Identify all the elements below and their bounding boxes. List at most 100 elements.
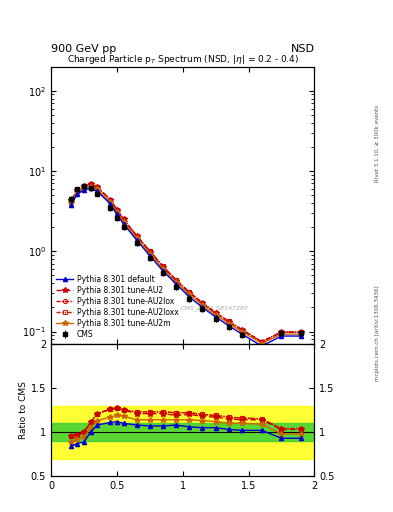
Line: Pythia 8.301 tune-AU2: Pythia 8.301 tune-AU2 [68,182,304,345]
Pythia 8.301 tune-AU2loxx [121,216,126,222]
Pythia 8.301 default [200,304,205,310]
Line: Pythia 8.301 tune-AU2m: Pythia 8.301 tune-AU2m [68,184,304,346]
Pythia 8.301 tune-AU2lox [121,216,126,222]
Pythia 8.301 default [279,333,284,339]
Pythia 8.301 tune-AU2m [299,331,304,337]
Legend: Pythia 8.301 default, Pythia 8.301 tune-AU2, Pythia 8.301 tune-AU2lox, Pythia 8.: Pythia 8.301 default, Pythia 8.301 tune-… [55,273,180,340]
Pythia 8.301 default [147,253,152,259]
Pythia 8.301 tune-AU2lox [95,184,99,190]
Pythia 8.301 default [121,221,126,227]
Pythia 8.301 tune-AU2 [161,264,165,270]
Text: mcplots.cern.ch [arXiv:1306.3436]: mcplots.cern.ch [arXiv:1306.3436] [375,285,380,380]
Pythia 8.301 tune-AU2lox [299,329,304,335]
Pythia 8.301 tune-AU2lox [174,277,178,283]
Pythia 8.301 tune-AU2lox [187,289,192,295]
Pythia 8.301 default [259,343,264,349]
Pythia 8.301 tune-AU2lox [68,197,73,203]
Pythia 8.301 default [161,268,165,274]
Text: CMS_2010_S8547297: CMS_2010_S8547297 [180,305,248,311]
Pythia 8.301 tune-AU2lox [200,300,205,306]
Pythia 8.301 tune-AU2 [108,197,113,203]
Pythia 8.301 tune-AU2m [95,186,99,193]
Pythia 8.301 tune-AU2loxx [75,187,80,193]
Pythia 8.301 tune-AU2m [68,200,73,206]
Pythia 8.301 tune-AU2m [108,199,113,205]
Pythia 8.301 tune-AU2 [279,329,284,335]
Pythia 8.301 tune-AU2loxx [187,289,192,295]
Pythia 8.301 tune-AU2loxx [299,329,304,335]
Pythia 8.301 tune-AU2m [240,329,244,335]
Pythia 8.301 tune-AU2m [88,183,93,189]
Pythia 8.301 default [88,185,93,191]
Pythia 8.301 tune-AU2 [299,329,304,335]
Pythia 8.301 tune-AU2m [226,321,231,327]
Pythia 8.301 tune-AU2m [213,312,218,318]
Pythia 8.301 tune-AU2m [174,280,178,286]
Pythia 8.301 tune-AU2lox [82,183,86,189]
Pythia 8.301 tune-AU2lox [226,318,231,325]
Y-axis label: Ratio to CMS: Ratio to CMS [19,381,28,439]
Pythia 8.301 tune-AU2loxx [240,327,244,333]
Pythia 8.301 tune-AU2lox [147,248,152,254]
Pythia 8.301 default [115,211,119,217]
Pythia 8.301 default [75,191,80,197]
Pythia 8.301 default [95,188,99,195]
Pythia 8.301 tune-AU2loxx [115,207,119,213]
Pythia 8.301 tune-AU2 [200,300,205,306]
Pythia 8.301 tune-AU2lox [161,263,165,269]
Line: Pythia 8.301 tune-AU2loxx: Pythia 8.301 tune-AU2loxx [69,182,303,344]
Pythia 8.301 tune-AU2m [82,185,86,191]
Pythia 8.301 tune-AU2 [82,183,86,189]
Pythia 8.301 tune-AU2 [75,187,80,193]
Pythia 8.301 tune-AU2 [226,319,231,325]
Pythia 8.301 tune-AU2 [213,310,218,316]
Text: NSD: NSD [290,44,314,54]
Pythia 8.301 default [213,314,218,320]
Pythia 8.301 tune-AU2 [259,339,264,345]
Pythia 8.301 tune-AU2loxx [259,338,264,345]
Pythia 8.301 tune-AU2 [147,249,152,255]
Pythia 8.301 tune-AU2loxx [108,197,113,203]
Pythia 8.301 tune-AU2m [259,340,264,347]
Pythia 8.301 tune-AU2lox [75,187,80,193]
Pythia 8.301 default [226,323,231,329]
Pythia 8.301 default [82,187,86,193]
Bar [51,406,314,459]
Pythia 8.301 default [68,202,73,208]
Pythia 8.301 tune-AU2loxx [279,329,284,335]
Pythia 8.301 tune-AU2m [187,291,192,297]
Pythia 8.301 tune-AU2 [88,181,93,187]
Pythia 8.301 tune-AU2m [279,331,284,337]
Pythia 8.301 tune-AU2 [240,327,244,333]
Pythia 8.301 tune-AU2lox [88,181,93,187]
Pythia 8.301 tune-AU2 [68,197,73,203]
Pythia 8.301 default [108,201,113,207]
Pythia 8.301 tune-AU2lox [279,329,284,335]
Pythia 8.301 tune-AU2lox [259,338,264,345]
Pythia 8.301 tune-AU2m [147,250,152,257]
Pythia 8.301 default [187,294,192,300]
Pythia 8.301 tune-AU2 [115,207,119,213]
Pythia 8.301 tune-AU2m [161,266,165,272]
Pythia 8.301 tune-AU2lox [108,197,113,203]
Pythia 8.301 default [240,331,244,337]
Pythia 8.301 tune-AU2loxx [213,310,218,316]
Pythia 8.301 tune-AU2 [187,290,192,296]
Pythia 8.301 tune-AU2loxx [88,181,93,187]
Pythia 8.301 tune-AU2lox [134,232,139,239]
Pythia 8.301 tune-AU2loxx [134,232,139,239]
Text: Rivet 3.1.10, ≥ 300k events: Rivet 3.1.10, ≥ 300k events [375,105,380,182]
Pythia 8.301 tune-AU2m [134,235,139,241]
Pythia 8.301 default [299,333,304,339]
Pythia 8.301 tune-AU2loxx [147,248,152,254]
Pythia 8.301 tune-AU2m [115,209,119,215]
Pythia 8.301 tune-AU2lox [115,207,119,213]
Pythia 8.301 tune-AU2m [75,189,80,195]
Pythia 8.301 tune-AU2 [121,216,126,222]
Pythia 8.301 tune-AU2loxx [68,197,73,203]
Bar [51,423,314,441]
Pythia 8.301 tune-AU2 [134,233,139,239]
Pythia 8.301 tune-AU2loxx [82,183,86,189]
Pythia 8.301 tune-AU2loxx [174,277,178,283]
Line: Pythia 8.301 tune-AU2lox: Pythia 8.301 tune-AU2lox [69,182,303,344]
